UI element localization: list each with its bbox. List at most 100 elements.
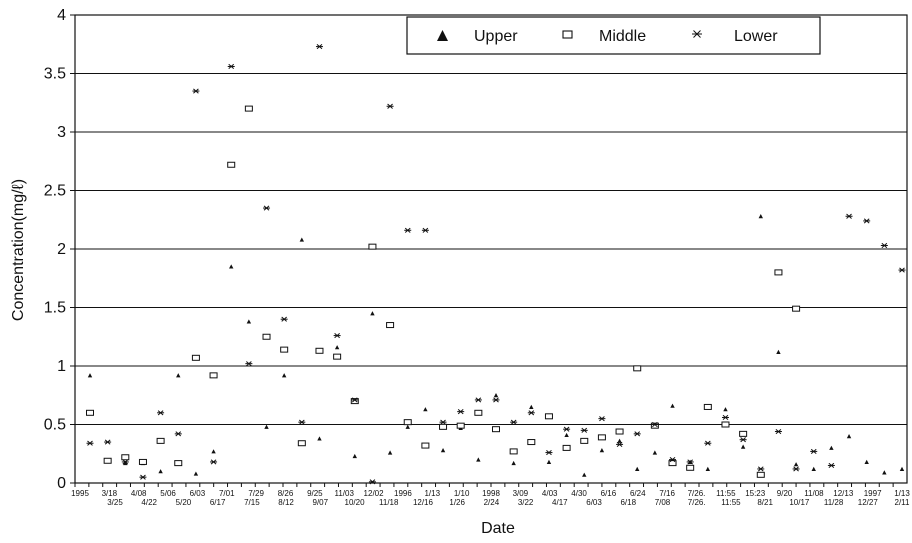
- lower-point: [863, 218, 871, 224]
- upper-point: [864, 459, 869, 464]
- middle-point: [703, 403, 712, 410]
- lower-point: [157, 410, 165, 416]
- y-tick-label: 1.5: [44, 300, 66, 317]
- upper-point: [582, 472, 587, 477]
- middle-point: [280, 346, 289, 353]
- x-tick-label: 6/03: [586, 498, 602, 507]
- middle-point: [138, 458, 147, 465]
- x-tick-label: 8/12: [278, 498, 294, 507]
- lower-point: [633, 431, 641, 437]
- x-tick-label: 6/24: [630, 489, 646, 498]
- middle-point: [333, 353, 342, 360]
- y-tick-label: 0: [57, 475, 66, 492]
- upper-point: [246, 319, 252, 324]
- lower-point: [386, 103, 394, 109]
- x-tick-label: 4/08: [131, 489, 147, 498]
- middle-point: [792, 305, 801, 312]
- upper-point: [670, 403, 675, 408]
- x-tick-label: 7/01: [219, 489, 235, 498]
- lower-point: [792, 466, 800, 472]
- middle-point: [544, 413, 553, 420]
- upper-point: [299, 237, 305, 242]
- y-axis-title: Concentration(mg/ℓ): [10, 179, 27, 321]
- middle-point: [227, 161, 236, 168]
- x-tick-label: 7/16: [659, 489, 675, 498]
- lower-point: [739, 437, 747, 443]
- upper-point: [440, 448, 446, 453]
- middle-point: [439, 423, 448, 430]
- x-tick-label: 10/20: [345, 498, 366, 507]
- lower-point: [474, 397, 482, 403]
- lower-point: [721, 414, 729, 421]
- x-tick-label: 5/06: [160, 489, 176, 498]
- lower-point: [351, 397, 359, 403]
- lower-point: [898, 267, 906, 273]
- legend-box: [406, 16, 821, 55]
- lower-point: [245, 361, 253, 367]
- x-tick-label: 6/16: [601, 489, 617, 498]
- upper-point: [705, 466, 711, 471]
- lower-point: [368, 479, 376, 485]
- x-tick-label: 9/20: [777, 489, 793, 498]
- middle-point: [615, 428, 624, 435]
- lower-point: [280, 316, 288, 322]
- middle-point: [739, 430, 748, 437]
- x-tick-label: 2/11: [895, 498, 911, 507]
- upper-point: [387, 450, 393, 455]
- lower-point: [510, 419, 518, 425]
- x-tick-label: 12/27: [858, 498, 879, 507]
- x-tick-label: 1996: [394, 489, 412, 498]
- x-tick-label: 4/03: [542, 489, 558, 498]
- lower-point: [121, 459, 129, 465]
- x-axis-ticks: 1995 3/18 4/08 5/06 6/03 7/01 7/29 8/26 9/25 11/0…: [71, 483, 910, 507]
- middle-point: [527, 439, 536, 446]
- middle-point: [174, 460, 183, 467]
- x-tick-label: 7/26.: [688, 489, 706, 498]
- lower-point: [227, 63, 235, 70]
- x-tick-label: 12/16: [413, 498, 434, 507]
- lower-point: [457, 409, 465, 415]
- middle-point: [156, 437, 165, 444]
- x-tick-label: 1/26: [449, 498, 465, 507]
- x-tick-label: 6/18: [620, 498, 636, 507]
- x-tick-label: 11/28: [824, 498, 844, 507]
- upper-point: [617, 438, 622, 443]
- lower-point: [527, 410, 535, 416]
- lower-point: [545, 450, 553, 456]
- x-tick-label: 3/09: [513, 489, 529, 498]
- series-upper: [87, 214, 905, 477]
- legend-label-upper: Upper: [474, 28, 518, 45]
- lower-point: [563, 426, 571, 432]
- upper-point: [123, 460, 128, 466]
- upper-point: [370, 311, 375, 316]
- upper-point: [281, 373, 287, 378]
- middle-point: [456, 422, 465, 429]
- upper-point: [599, 448, 605, 453]
- x-axis-title: Date: [481, 520, 515, 537]
- upper-point: [776, 349, 781, 354]
- middle-point: [721, 421, 730, 428]
- upper-point: [334, 345, 340, 350]
- middle-point: [315, 347, 324, 354]
- middle-point: [121, 454, 130, 461]
- x-tick-label: 11:55: [721, 498, 741, 507]
- upper-point: [635, 466, 640, 471]
- middle-point: [244, 105, 253, 112]
- upper-point: [264, 424, 269, 429]
- upper-point: [87, 373, 93, 378]
- lower-point: [139, 474, 147, 480]
- lower-point: [421, 227, 429, 233]
- middle-point: [403, 419, 412, 426]
- upper-point: [352, 453, 357, 459]
- upper-point: [882, 470, 887, 475]
- legend-label-middle: Middle: [599, 28, 646, 45]
- lower-point: [315, 44, 323, 50]
- x-tick-label: 4/17: [552, 498, 568, 507]
- y-tick-label: 2.5: [44, 183, 66, 200]
- x-tick-label: 6/17: [210, 498, 226, 507]
- y-tick-label: 3: [57, 124, 66, 141]
- y-tick-label: 3.5: [44, 66, 66, 83]
- upper-point: [846, 434, 852, 439]
- x-tick-label: 11/03: [334, 489, 354, 498]
- data-points: [86, 44, 906, 485]
